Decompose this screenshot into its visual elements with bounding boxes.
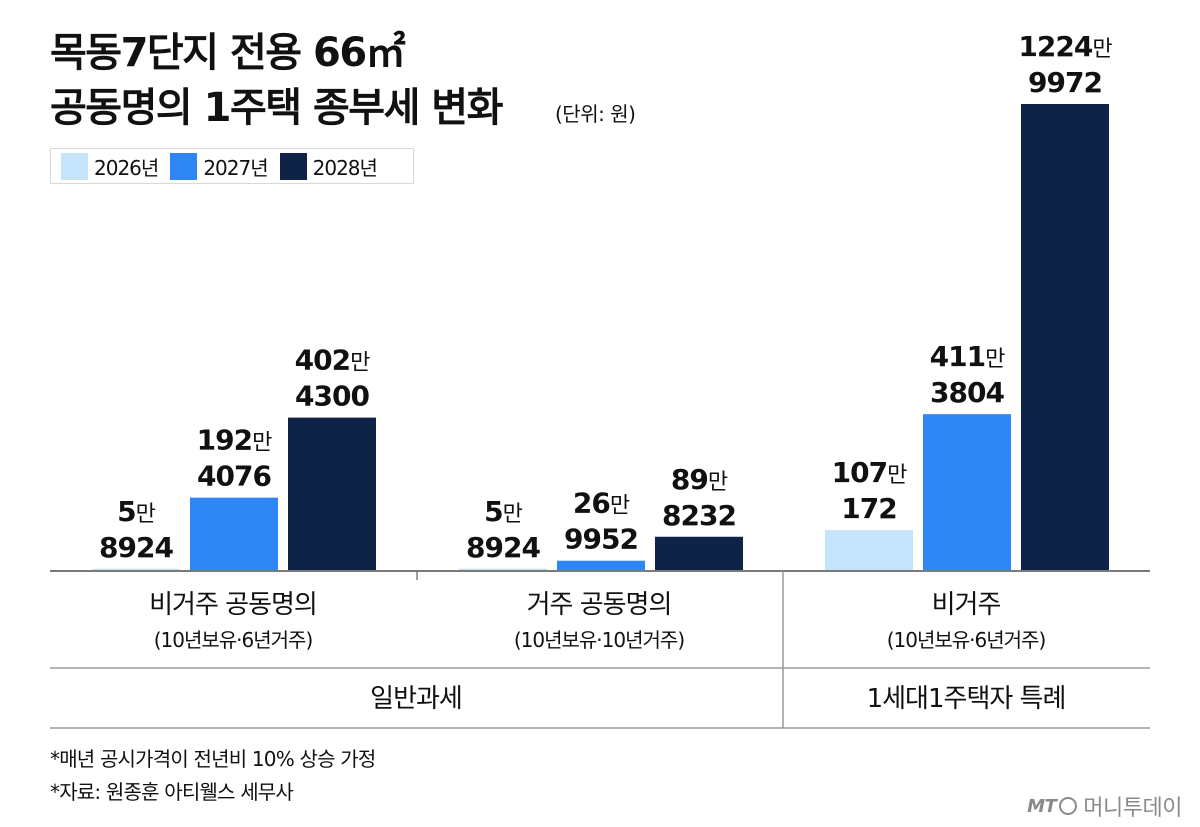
bar-2028년-cat3 xyxy=(1021,104,1109,571)
bar-label-bottom-2026년-cat3: 172 xyxy=(841,492,896,525)
footnote-source: *자료: 원종훈 아티웰스 세무사 xyxy=(50,780,294,804)
unit-note: (단위: 원) xyxy=(555,102,636,126)
publisher-logo: MT 머니투데이 xyxy=(1027,790,1182,822)
bar-2027년-cat3 xyxy=(923,414,1011,571)
bar-label-top-2028년-cat3: 1224만 xyxy=(1018,30,1112,63)
group-label-2: 1세대1주택자 특례 xyxy=(867,684,1066,714)
legend-label-2028: 2028년 xyxy=(312,155,378,180)
bar-2026년-cat1 xyxy=(92,568,180,571)
bar-label-top-2027년-cat3: 411만 xyxy=(930,340,1005,373)
footnote-assumption: *매년 공시가격이 전년비 10% 상승 가정 xyxy=(50,747,376,771)
legend-label-2026: 2026년 xyxy=(94,155,159,180)
bar-label-bottom-2027년-cat2: 9952 xyxy=(564,523,638,556)
bar-2027년-cat2 xyxy=(557,560,645,571)
category-label-1: 비거주 공동명의 xyxy=(149,590,317,620)
logo-mt: MT xyxy=(1027,795,1057,817)
bar-label-top-2026년-cat3: 107만 xyxy=(832,456,907,489)
chart-title-line2: 공동명의 1주택 종부세 변화 xyxy=(50,85,503,131)
bar-label-top-2028년-cat1: 402만 xyxy=(295,344,370,377)
bar-label-bottom-2028년-cat2: 8232 xyxy=(662,499,736,532)
legend-swatch-2027 xyxy=(170,152,198,180)
category-sublabel-3: (10년보유·6년거주) xyxy=(887,628,1046,652)
bar-2026년-cat3 xyxy=(825,530,913,571)
group-label-1: 일반과세 xyxy=(370,684,462,714)
bar-2026년-cat2 xyxy=(459,568,547,571)
legend-label-2027: 2027년 xyxy=(203,155,268,180)
logo-circle-icon xyxy=(1059,797,1078,815)
legend-swatch-2026 xyxy=(61,152,88,180)
legend-item-2027: 2027년 xyxy=(170,152,269,181)
bar-2028년-cat1 xyxy=(288,417,376,571)
bar-label-bottom-2026년-cat2: 8924 xyxy=(466,531,540,564)
bar-2028년-cat2 xyxy=(655,536,743,571)
bar-label-top-2026년-cat1: 5만 xyxy=(117,495,155,528)
bar-label-top-2028년-cat2: 89만 xyxy=(671,463,728,496)
bar-label-top-2027년-cat2: 26만 xyxy=(573,487,630,520)
bar-label-bottom-2027년-cat1: 4076 xyxy=(197,460,271,493)
legend-item-2028: 2028년 xyxy=(279,152,378,181)
bar-label-bottom-2026년-cat1: 8924 xyxy=(99,531,173,564)
category-sublabel-2: (10년보유·10년거주) xyxy=(514,628,684,652)
bar-label-bottom-2027년-cat3: 3804 xyxy=(930,376,1004,409)
bar-label-top-2027년-cat1: 192만 xyxy=(197,424,272,457)
chart-title-line1: 목동7단지 전용 66㎡ xyxy=(50,30,406,76)
legend-swatch-2028 xyxy=(279,152,307,180)
category-sublabel-1: (10년보유·6년거주) xyxy=(154,628,313,652)
category-label-3: 비거주 xyxy=(932,590,1001,620)
legend-item-2026: 2026년 xyxy=(61,152,159,181)
bar-label-bottom-2028년-cat3: 9972 xyxy=(1028,66,1102,99)
bar-label-top-2026년-cat2: 5만 xyxy=(484,495,522,528)
bar-2027년-cat1 xyxy=(190,497,278,571)
legend: 2026년 2027년 2028년 xyxy=(50,148,414,184)
bar-label-bottom-2028년-cat1: 4300 xyxy=(295,380,369,413)
logo-text: 머니투데이 xyxy=(1083,796,1182,821)
category-label-2: 거주 공동명의 xyxy=(527,590,672,620)
